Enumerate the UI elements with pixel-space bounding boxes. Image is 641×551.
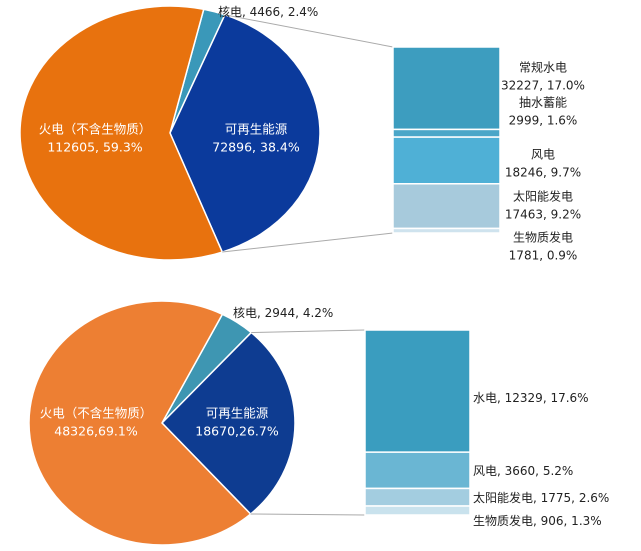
label-name: 抽水蓄能 <box>519 96 567 110</box>
bar-segment <box>392 183 501 230</box>
label-name: 常规水电 <box>519 60 567 75</box>
label-name: 可再生能源 <box>225 122 288 137</box>
bar-segment <box>392 227 501 234</box>
data-label: 风电, 3660, 5.2% <box>473 464 573 478</box>
label-name: 水电 <box>473 391 497 405</box>
bar-segment <box>364 329 471 453</box>
bar-segment <box>364 487 471 507</box>
label-name: 火电（不含生物质） <box>39 122 152 137</box>
label-value: 1781, 0.9% <box>509 249 578 263</box>
label-value: , 906, 1.3% <box>533 514 602 528</box>
pie-slice <box>160 331 296 516</box>
label-value: 18246, 9.7% <box>505 166 581 180</box>
pie-slice <box>169 13 321 253</box>
data-label: 生物质发电, 906, 1.3% <box>473 513 602 528</box>
connector <box>251 329 366 334</box>
connector <box>250 513 366 516</box>
bar-segment <box>364 451 471 490</box>
pie-slice <box>19 5 224 261</box>
label-value: , 12329, 17.6% <box>497 391 589 405</box>
label-value: 18670,26.7% <box>195 424 279 439</box>
label-value: 48326,69.1% <box>54 424 138 439</box>
label-name: 可再生能源 <box>206 406 269 421</box>
label-value: 72896, 38.4% <box>212 140 300 155</box>
label-name: 太阳能发电 <box>513 189 573 204</box>
label-value: , 4466, 2.4% <box>242 5 318 19</box>
pie-slice <box>28 300 252 546</box>
label-name: 风电 <box>531 148 555 162</box>
label-name: 火电（不含生物质） <box>40 406 153 421</box>
label-name: 太阳能发电 <box>473 490 533 505</box>
label-name: 生物质发电 <box>473 513 533 528</box>
label-value: , 3660, 5.2% <box>497 464 573 478</box>
bar-segment <box>364 505 471 516</box>
bar-segment <box>392 46 501 131</box>
label-value: 2999, 1.6% <box>509 114 578 128</box>
label-value: , 2944, 4.2% <box>257 306 333 320</box>
label-name: 核电 <box>233 306 257 320</box>
data-label: 太阳能发电, 1775, 2.6% <box>473 490 609 505</box>
connector <box>222 232 394 253</box>
data-label: 水电, 12329, 17.6% <box>473 391 589 405</box>
data-label: 核电, 2944, 4.2% <box>233 306 333 320</box>
label-name: 风电 <box>473 464 497 478</box>
bar-segment <box>392 128 501 138</box>
label-value: 32227, 17.0% <box>501 79 585 93</box>
bar-segment <box>392 136 501 185</box>
data-label: 核电, 4466, 2.4% <box>218 5 318 19</box>
connector <box>224 14 394 48</box>
label-value: 17463, 9.2% <box>505 208 581 222</box>
label-value: , 1775, 2.6% <box>533 491 609 505</box>
label-name: 生物质发电 <box>513 230 573 245</box>
label-name: 核电 <box>218 5 242 19</box>
label-value: 112605, 59.3% <box>47 140 142 155</box>
